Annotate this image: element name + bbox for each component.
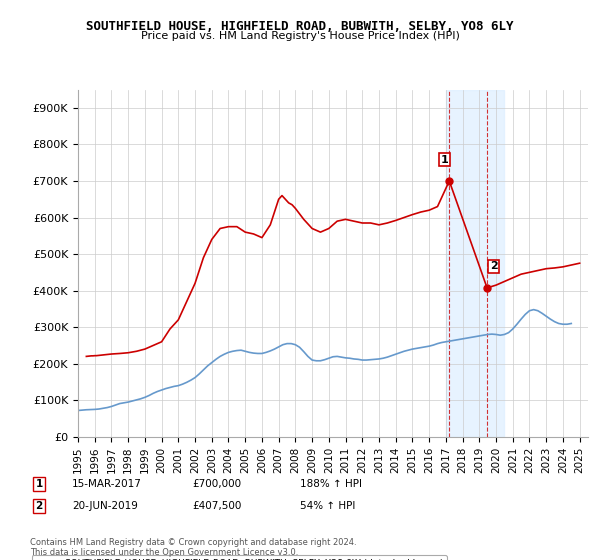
Text: 1: 1 — [440, 155, 448, 165]
Text: 2: 2 — [490, 262, 497, 272]
Bar — [446, 90, 505, 437]
Text: 15-MAR-2017: 15-MAR-2017 — [72, 479, 142, 489]
Legend: SOUTHFIELD HOUSE, HIGHFIELD ROAD, BUBWITH, SELBY, YO8 6LY (detached house), HPI:: SOUTHFIELD HOUSE, HIGHFIELD ROAD, BUBWIT… — [32, 556, 447, 560]
Text: SOUTHFIELD HOUSE, HIGHFIELD ROAD, BUBWITH, SELBY, YO8 6LY: SOUTHFIELD HOUSE, HIGHFIELD ROAD, BUBWIT… — [86, 20, 514, 32]
Text: Price paid vs. HM Land Registry's House Price Index (HPI): Price paid vs. HM Land Registry's House … — [140, 31, 460, 41]
Text: 54% ↑ HPI: 54% ↑ HPI — [300, 501, 355, 511]
Text: £407,500: £407,500 — [192, 501, 241, 511]
Text: 20-JUN-2019: 20-JUN-2019 — [72, 501, 138, 511]
Text: £700,000: £700,000 — [192, 479, 241, 489]
Text: 188% ↑ HPI: 188% ↑ HPI — [300, 479, 362, 489]
Text: Contains HM Land Registry data © Crown copyright and database right 2024.
This d: Contains HM Land Registry data © Crown c… — [30, 538, 356, 557]
Text: 1: 1 — [35, 479, 43, 489]
Text: 2: 2 — [35, 501, 43, 511]
